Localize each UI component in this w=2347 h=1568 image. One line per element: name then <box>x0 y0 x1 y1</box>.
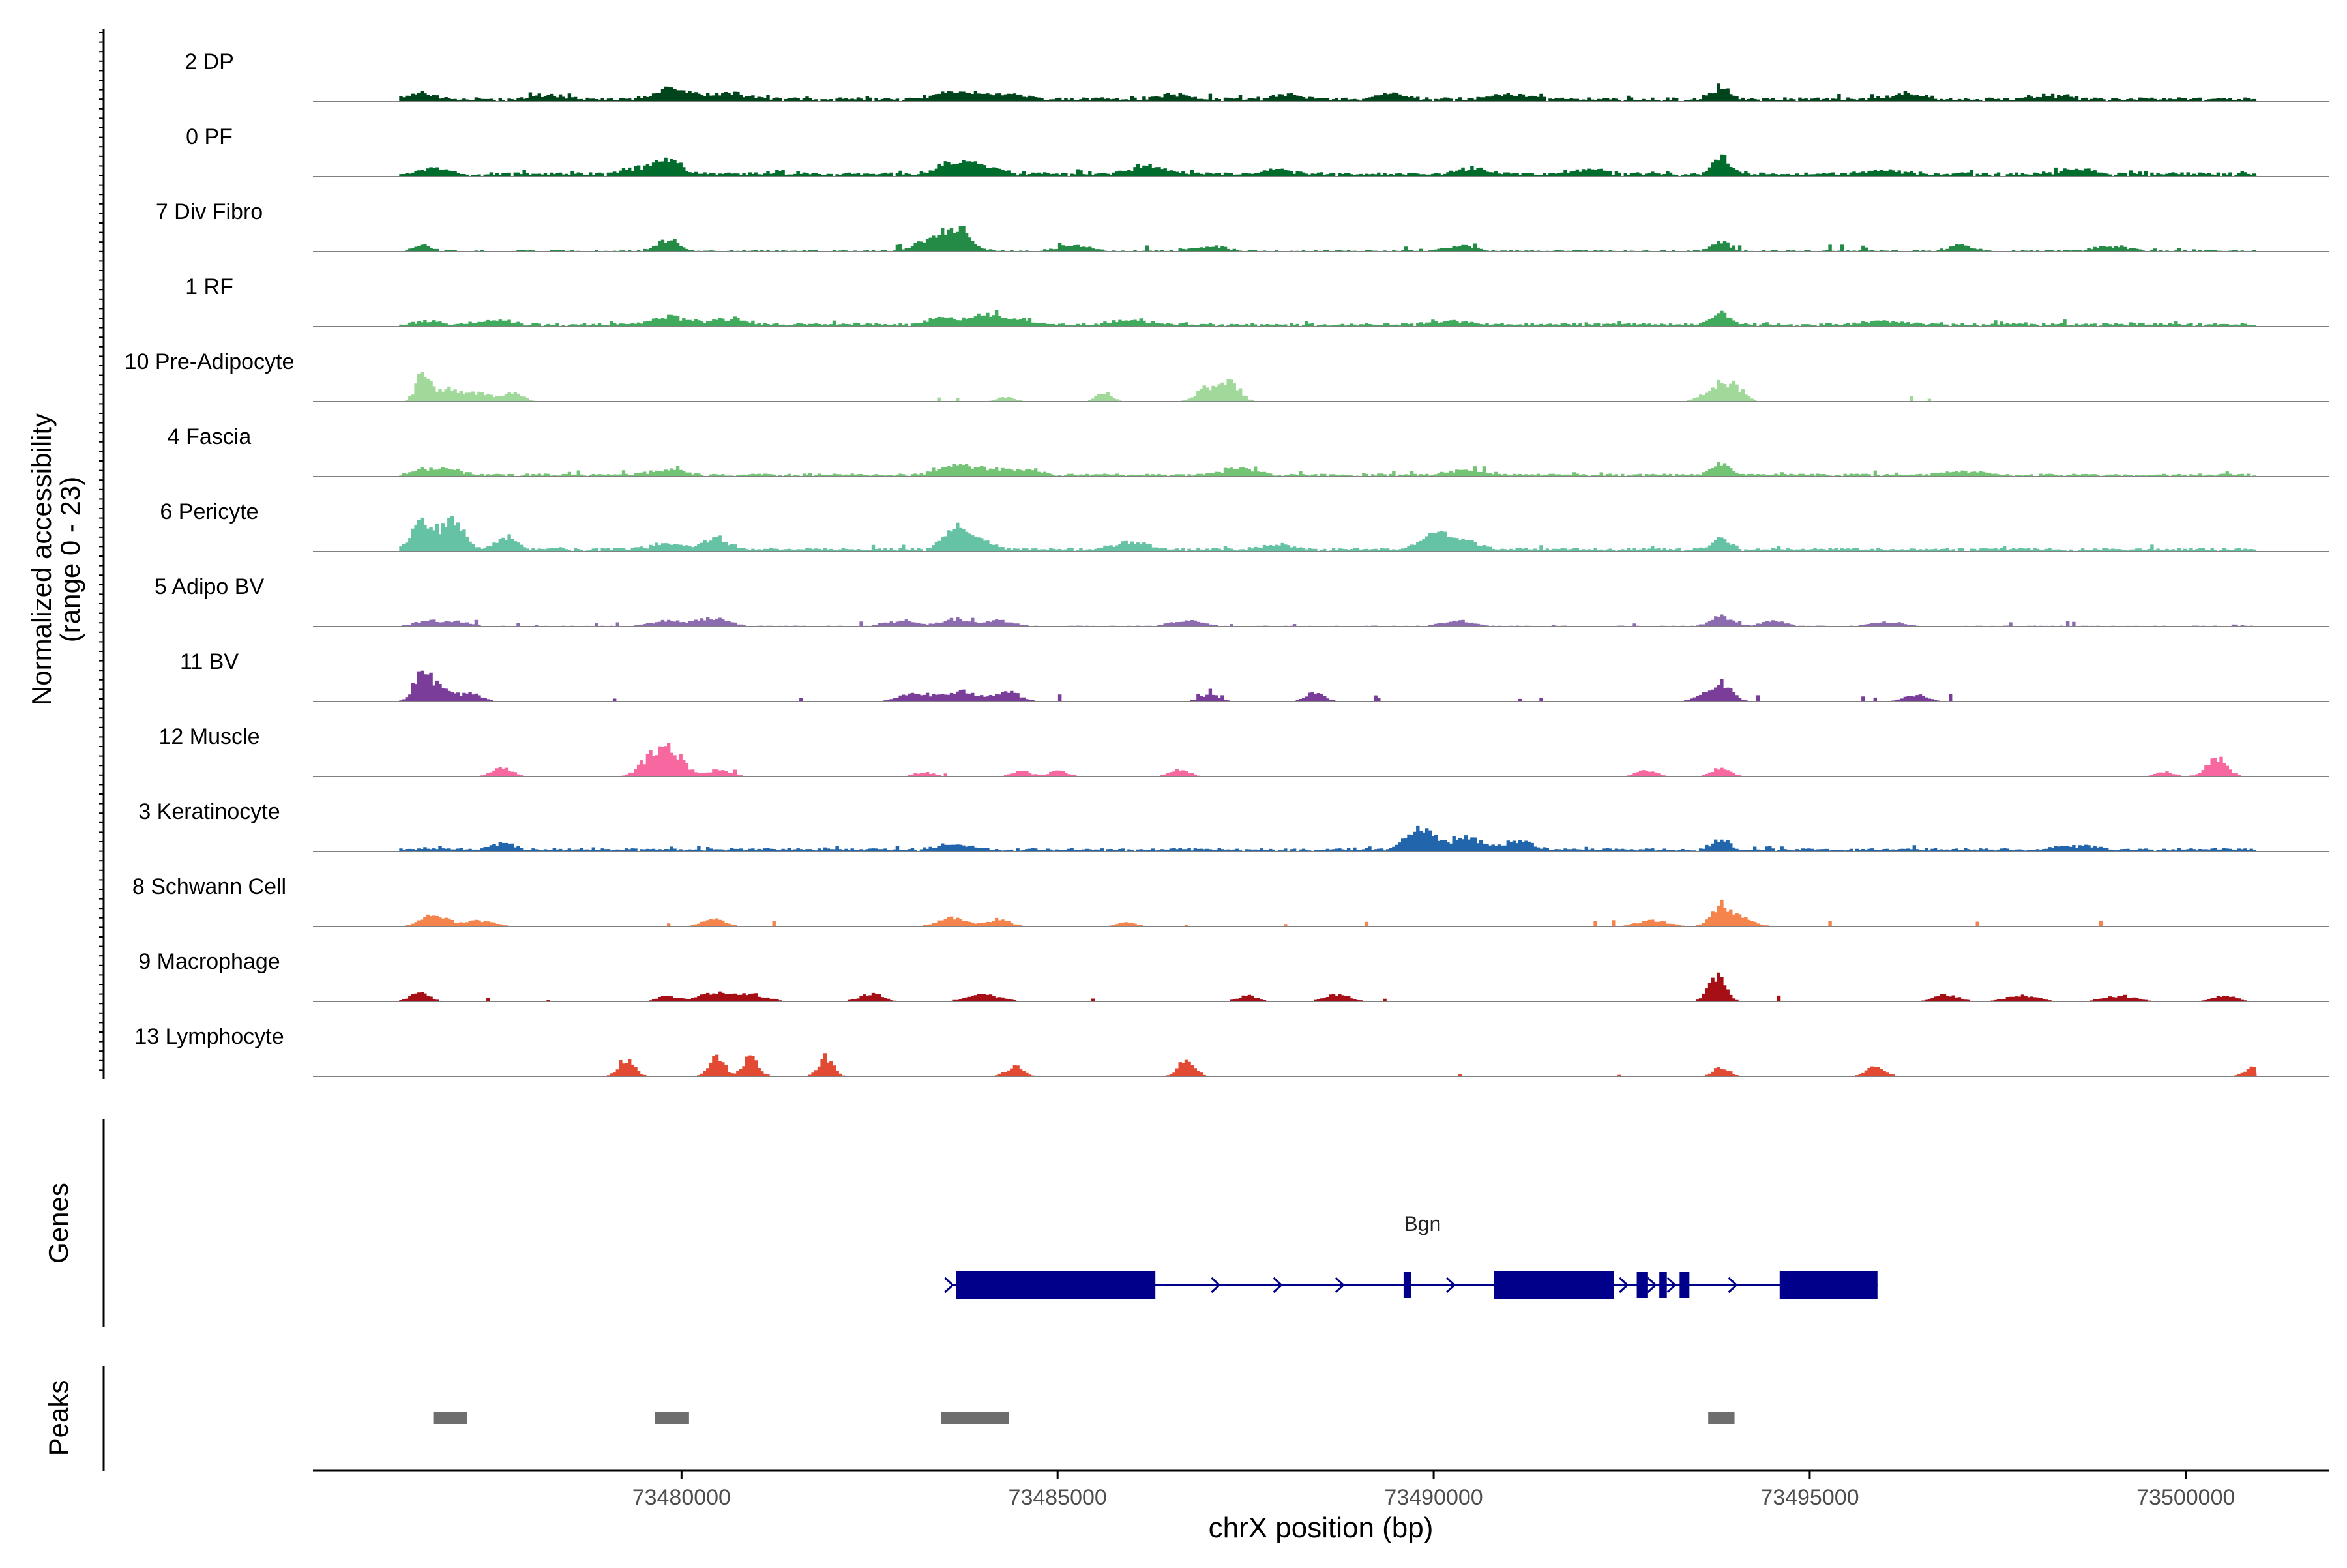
y-axis: Normalized accessibility (range 0 - 23) <box>26 29 105 1079</box>
x-tick-label: 73480000 <box>632 1485 731 1510</box>
x-tick-label: 73500000 <box>2136 1485 2235 1510</box>
track-label: 3 Keratinocyte <box>138 799 280 824</box>
track-12-muscle: 12 Muscle <box>159 724 2329 777</box>
x-axis-label: chrX position (bp) <box>1209 1512 1434 1544</box>
gene-model <box>944 1271 1878 1299</box>
gene-exon <box>1636 1272 1648 1298</box>
gene-exon <box>956 1271 1156 1299</box>
track-9-macrophage: 9 Macrophage <box>138 949 2329 1002</box>
gene-exon <box>1494 1271 1614 1299</box>
track-6-pericyte: 6 Pericyte <box>160 499 2329 552</box>
track-label: 4 Fascia <box>168 424 252 449</box>
track-signal <box>399 614 2257 627</box>
track-11-bv: 11 BV <box>180 649 2329 702</box>
track-4-fascia: 4 Fascia <box>168 424 2329 477</box>
track-1-rf: 1 RF <box>185 274 2329 327</box>
strand-arrow <box>1647 1277 1657 1294</box>
strand-arrow <box>1728 1277 1738 1294</box>
track-0-pf: 0 PF <box>186 125 2329 177</box>
track-signal <box>399 310 2257 327</box>
track-label: 1 RF <box>185 274 233 299</box>
strand-arrow <box>1273 1277 1283 1294</box>
track-label: 11 BV <box>180 649 239 674</box>
track-label: 6 Pericyte <box>160 499 258 524</box>
track-signal <box>399 226 2257 252</box>
track-signal <box>399 372 2257 402</box>
gene-exon <box>1403 1272 1411 1298</box>
track-10-pre-adipocyte: 10 Pre-Adipocyte <box>125 349 2329 402</box>
gene-exon <box>1779 1271 1878 1299</box>
y-axis-ticks <box>99 32 104 1071</box>
track-label: 13 Lymphocyte <box>134 1024 284 1049</box>
track-label: 5 Adipo BV <box>155 574 265 599</box>
peak-region <box>1708 1412 1735 1424</box>
strand-arrow <box>944 1277 954 1294</box>
track-5-adipo-bv: 5 Adipo BV <box>155 574 2329 627</box>
track-signal <box>399 670 2257 702</box>
track-signal <box>399 1053 2257 1077</box>
peak-region <box>655 1412 689 1424</box>
strand-arrow <box>1666 1277 1677 1294</box>
peaks-label: Peaks <box>43 1380 74 1457</box>
peak-region <box>433 1412 467 1424</box>
peaks-panel: Peaks <box>43 1366 1735 1471</box>
track-label: 0 PF <box>186 125 233 149</box>
track-signal <box>399 516 2257 552</box>
gene-exon <box>1659 1272 1667 1298</box>
genes-panel: Genes Bgn <box>43 1119 1878 1327</box>
x-tick-label: 73485000 <box>1009 1485 1107 1510</box>
track-3-keratinocyte: 3 Keratinocyte <box>138 799 2329 852</box>
strand-arrow <box>1445 1277 1456 1294</box>
peak-regions <box>433 1412 1735 1424</box>
gene-name-label: Bgn <box>1404 1212 1441 1235</box>
strand-arrow <box>1335 1277 1345 1294</box>
track-label: 2 DP <box>185 50 234 74</box>
track-label: 9 Macrophage <box>138 949 280 974</box>
gene-exon <box>1679 1272 1690 1298</box>
track-13-lymphocyte: 13 Lymphocyte <box>134 1024 2329 1077</box>
accessibility-tracks: 2 DP 0 PF 7 Div Fibro 1 RF 10 Pre-Adipocyte 4… <box>125 50 2329 1077</box>
x-tick-label: 73490000 <box>1384 1485 1483 1510</box>
track-signal <box>399 83 2257 102</box>
strand-arrow <box>1619 1277 1629 1294</box>
genes-label: Genes <box>43 1183 74 1264</box>
track-signal <box>399 972 2257 1002</box>
track-label: 12 Muscle <box>159 724 260 749</box>
x-axis-ticks: 73480000 73485000 73490000 73495000 73500000 <box>632 1471 2235 1510</box>
track-7-div-fibro: 7 Div Fibro <box>156 200 2329 252</box>
y-axis-label-line2: (range 0 - 23) <box>55 477 85 642</box>
track-2-dp: 2 DP <box>185 50 2329 102</box>
track-signal <box>399 899 2257 927</box>
strand-arrow <box>1211 1277 1221 1294</box>
track-8-schwann-cell: 8 Schwann Cell <box>132 874 2329 927</box>
track-signal <box>399 462 2258 477</box>
track-signal <box>399 825 2257 852</box>
peak-region <box>941 1412 1009 1424</box>
track-signal <box>399 154 2257 177</box>
track-label: 8 Schwann Cell <box>132 874 286 899</box>
track-label: 7 Div Fibro <box>156 200 263 224</box>
y-axis-label-line1: Normalized accessibility <box>26 413 57 705</box>
x-tick-label: 73495000 <box>1760 1485 1859 1510</box>
track-label: 10 Pre-Adipocyte <box>125 349 295 374</box>
track-signal <box>399 743 2257 777</box>
x-axis: 73480000 73485000 73490000 73495000 73500000… <box>313 1469 2329 1544</box>
